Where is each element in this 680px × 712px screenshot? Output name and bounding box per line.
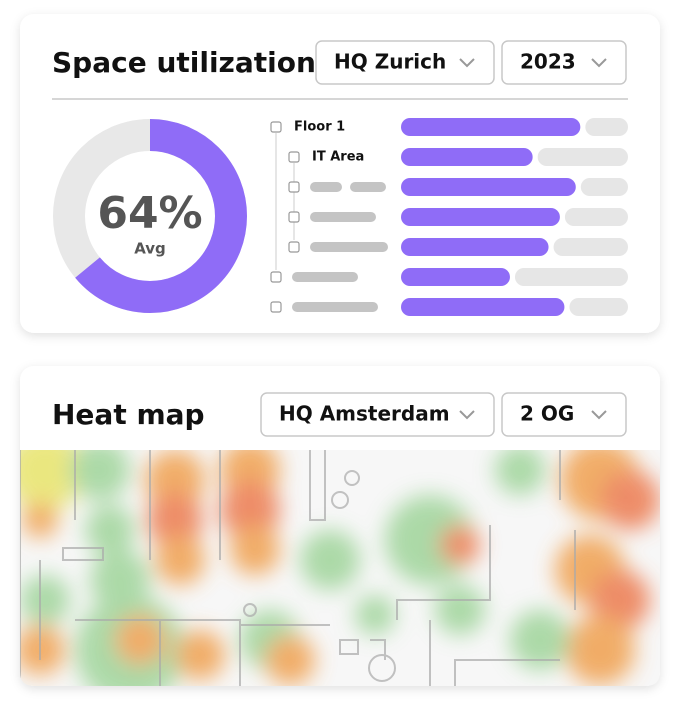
bar-track (553, 238, 628, 256)
heat-spot (440, 525, 480, 565)
placeholder (292, 302, 378, 312)
year-dropdown[interactable]: 2023 (501, 40, 627, 85)
donut-arc (53, 119, 247, 313)
row-label: IT Area (312, 150, 364, 165)
bar (401, 148, 533, 166)
floor-dropdown[interactable]: 2 OG (501, 392, 627, 437)
heat-spot (20, 575, 70, 625)
bar-track (514, 268, 628, 286)
bar-track (537, 148, 628, 166)
heat-spot (600, 470, 660, 530)
dropdown-label: 2 OG (520, 402, 574, 426)
donut (53, 119, 247, 313)
location-dropdown[interactable]: HQ Amsterdam (260, 392, 495, 437)
heat-spot (22, 502, 58, 538)
bar (401, 118, 581, 136)
bar (401, 238, 549, 256)
heat-spot (85, 505, 135, 555)
card-title: Space utilization (52, 46, 316, 79)
bar (401, 208, 560, 226)
heat-spot (115, 615, 165, 665)
heat-map (20, 450, 660, 686)
bar-track (580, 178, 628, 196)
row-label: Floor 1 (294, 120, 345, 135)
bar-track (585, 118, 628, 136)
placeholder (310, 182, 342, 192)
heat-spot (300, 530, 360, 590)
dropdown-label: 2023 (520, 50, 576, 74)
dropdown-label: HQ Zurich (334, 50, 446, 74)
location-dropdown[interactable]: HQ Zurich (315, 40, 495, 85)
heat-spot (155, 535, 205, 585)
placeholder (350, 182, 386, 192)
heat-spot (230, 525, 280, 575)
donut-value: 64% (97, 188, 202, 239)
checkbox (270, 121, 282, 133)
donut-caption: Avg (134, 240, 166, 258)
placeholder (310, 242, 388, 252)
bar-track (569, 298, 628, 316)
bar (401, 178, 576, 196)
tree: Floor 1 IT Area (270, 118, 628, 316)
heat-spot (355, 595, 395, 635)
bar (401, 268, 510, 286)
dropdown-label: HQ Amsterdam (279, 402, 450, 426)
heat-spot (265, 635, 315, 685)
heat-spot (510, 610, 570, 670)
placeholder (310, 212, 376, 222)
heat-spot (20, 450, 85, 510)
bar-track (564, 208, 628, 226)
checkbox (270, 271, 282, 283)
bar (401, 298, 565, 316)
checkbox (288, 241, 300, 253)
checkbox (288, 181, 300, 193)
heat-spot (565, 615, 635, 685)
card-title: Heat map (52, 398, 205, 431)
heat-spot (90, 550, 150, 610)
checkbox (288, 151, 300, 163)
heat-spot (70, 450, 130, 500)
heat-spot (435, 585, 485, 635)
heat-spot (220, 480, 280, 540)
heat-spot (495, 450, 545, 495)
heat-spot (145, 450, 205, 510)
heat-spot (175, 630, 225, 680)
floor-plan (20, 450, 576, 686)
checkbox (270, 301, 282, 313)
placeholder (292, 272, 358, 282)
checkbox (288, 211, 300, 223)
heat-spot (147, 492, 203, 548)
heat-spot (590, 570, 650, 630)
